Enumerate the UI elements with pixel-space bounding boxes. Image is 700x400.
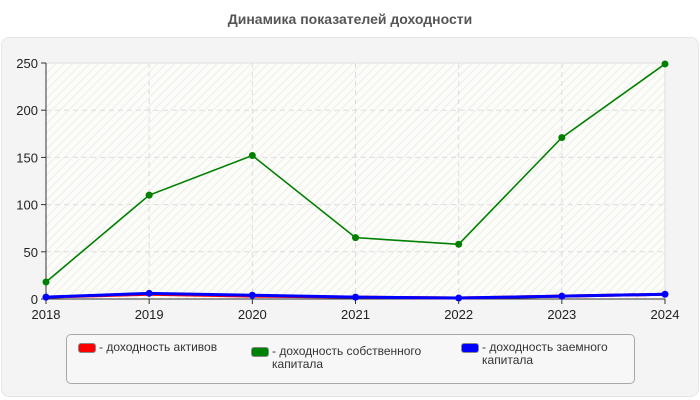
y-tick-label: 200 [16,103,38,118]
data-point[interactable] [145,191,153,199]
data-point[interactable] [558,134,566,142]
x-tick-label: 2023 [547,307,576,322]
y-tick-label: 250 [16,56,38,71]
data-series [42,60,669,302]
x-tick-label: 2020 [238,307,267,322]
data-point[interactable] [455,294,463,302]
series-2 [42,289,669,302]
data-point[interactable] [661,290,669,298]
series-1 [42,60,669,286]
y-tick-label: 150 [16,150,38,165]
grid-lines [46,63,666,299]
data-point[interactable] [248,152,256,160]
y-tick-label: 50 [24,245,38,260]
legend-swatch-blue [461,343,479,353]
x-tick-label: 2018 [32,307,61,322]
legend-label: - доходность собственного капитала [272,344,422,371]
x-tick-label: 2019 [135,307,164,322]
data-point[interactable] [661,60,669,68]
y-tick-label: 0 [31,292,38,307]
data-point[interactable] [42,293,50,301]
data-point[interactable] [248,291,256,299]
y-tick-label: 100 [16,198,38,213]
data-point[interactable] [352,293,359,301]
x-tick-label: 2024 [651,307,680,322]
x-tick-label: 2021 [341,307,370,322]
legend-label: - доходность заемного капитала [482,340,608,367]
legend-label: - доходность активов [99,340,218,354]
legend: - доходность активов - доходность собств… [66,334,635,384]
data-point[interactable] [455,240,463,248]
x-tick-label: 2022 [444,307,473,322]
data-point[interactable] [42,278,50,286]
data-point[interactable] [145,289,153,297]
legend-swatch-green [251,347,269,357]
legend-swatch-red [78,343,96,353]
data-point[interactable] [558,292,566,300]
data-point[interactable] [352,234,359,242]
chart-title: Динамика показателей доходности [227,11,473,27]
